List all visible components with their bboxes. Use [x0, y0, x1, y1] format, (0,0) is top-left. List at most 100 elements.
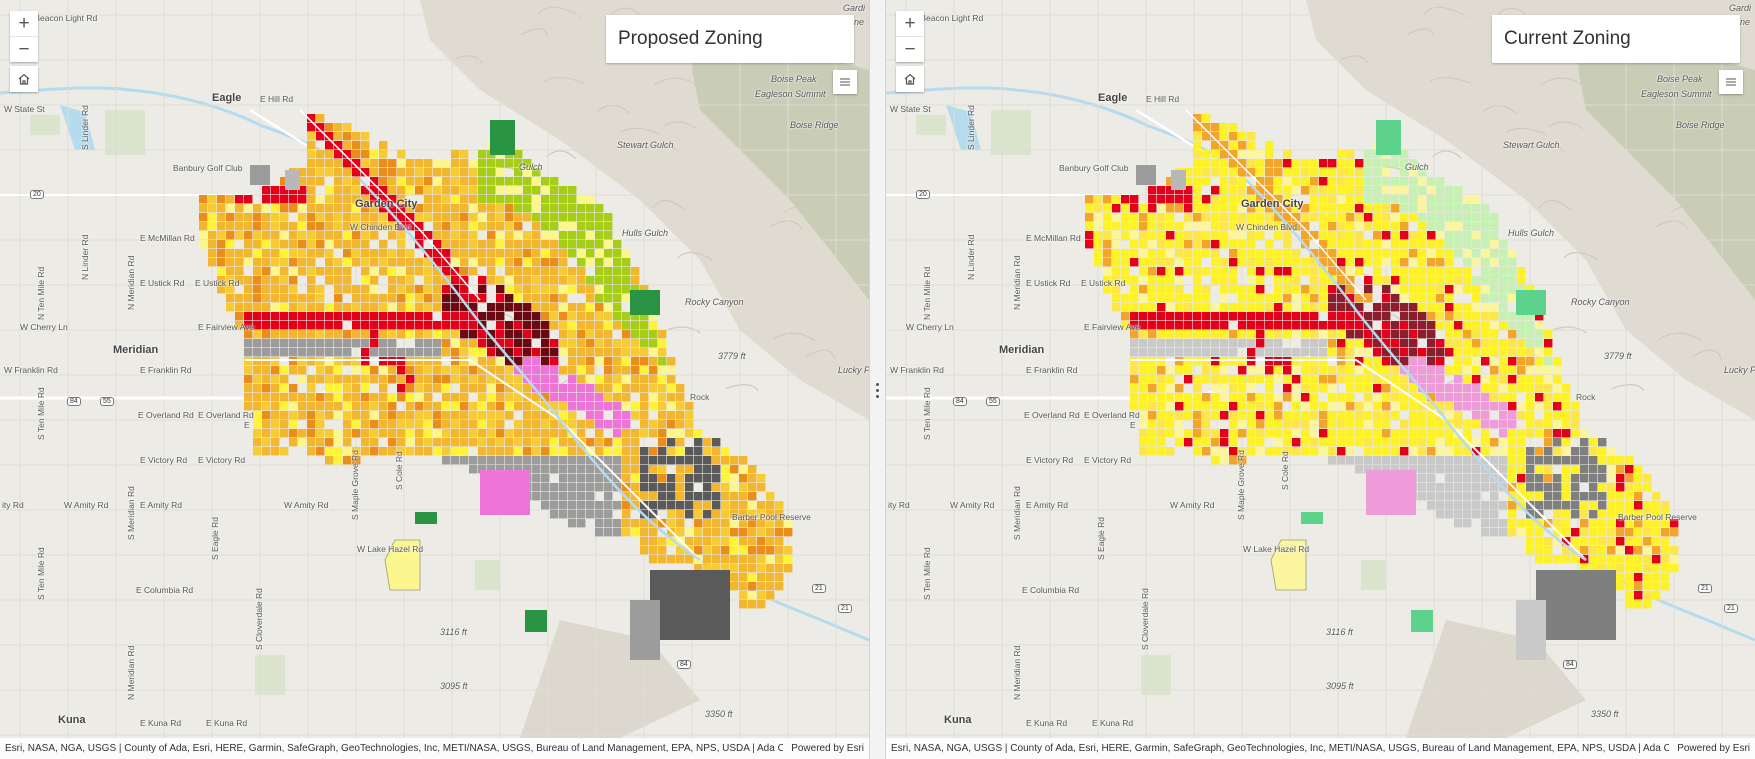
- zoom-in-button[interactable]: +: [18, 12, 30, 34]
- zoom-out-button[interactable]: −: [10, 36, 38, 62]
- zoning-parcel: [595, 528, 604, 537]
- zoning-parcel: [1364, 258, 1373, 267]
- zoning-parcel: [550, 249, 559, 258]
- zoning-parcel: [1310, 249, 1319, 258]
- home-button[interactable]: [896, 66, 924, 92]
- zoning-parcel: [1238, 177, 1247, 186]
- zoning-parcel: [577, 348, 586, 357]
- zoning-parcel: [604, 483, 613, 492]
- zoning-parcel: [1148, 294, 1157, 303]
- zoning-parcel: [1337, 240, 1346, 249]
- zoning-parcel: [1526, 474, 1535, 483]
- zoning-parcel: [388, 186, 397, 195]
- zoning-parcel: [352, 249, 361, 258]
- zoning-parcel: [685, 501, 694, 510]
- zoning-parcel: [352, 429, 361, 438]
- zoning-parcel: [289, 276, 298, 285]
- zoning-parcel: [505, 222, 514, 231]
- map-canvas-proposed[interactable]: [0, 0, 869, 738]
- zoom-out-button[interactable]: −: [896, 36, 924, 62]
- zoning-parcel: [1445, 456, 1454, 465]
- zoning-parcel: [496, 276, 505, 285]
- zoning-parcel: [1571, 483, 1580, 492]
- zoning-parcel: [1220, 123, 1229, 132]
- zoning-parcel: [514, 195, 523, 204]
- zoning-parcel: [469, 186, 478, 195]
- zoning-parcel: [658, 456, 667, 465]
- zoning-parcel: [217, 240, 226, 249]
- zoning-parcel: [757, 573, 766, 582]
- zoning-parcel: [1193, 321, 1202, 330]
- zoning-parcel: [307, 438, 316, 447]
- zoning-parcel: [1211, 168, 1220, 177]
- zoning-parcel: [307, 114, 316, 123]
- zoning-parcel: [487, 330, 496, 339]
- zoning-parcel: [442, 231, 451, 240]
- zoning-parcel: [640, 429, 649, 438]
- zoning-parcel: [1328, 321, 1337, 330]
- zoning-parcel: [271, 384, 280, 393]
- zoning-parcel: [1193, 231, 1202, 240]
- zoning-parcel: [316, 420, 325, 429]
- legend-button[interactable]: [1719, 70, 1743, 94]
- zoning-parcel: [1535, 420, 1544, 429]
- zoning-parcel: [739, 465, 748, 474]
- zoning-parcel: [1175, 285, 1184, 294]
- zoning-parcel: [379, 321, 388, 330]
- zoning-parcel: [1157, 384, 1166, 393]
- zoning-parcel: [1301, 303, 1310, 312]
- zoning-parcel: [1364, 330, 1373, 339]
- legend-button[interactable]: [833, 70, 857, 94]
- zoning-parcel: [775, 573, 784, 582]
- zoning-parcel: [352, 159, 361, 168]
- map-pane-current[interactable]: W Beacon Light Rd Eagle E Hill Rd W State S…: [886, 0, 1755, 759]
- zoning-parcel: [1139, 348, 1148, 357]
- zoning-parcel: [1148, 420, 1157, 429]
- zoning-parcel: [1301, 357, 1310, 366]
- zoning-parcel: [1436, 438, 1445, 447]
- zoning-parcel: [1391, 429, 1400, 438]
- swipe-divider[interactable]: [869, 0, 886, 759]
- map-pane-proposed[interactable]: W Beacon Light Rd Eagle E Hill Rd W State S…: [0, 0, 869, 759]
- zoning-parcel: [316, 303, 325, 312]
- zoning-parcel: [613, 501, 622, 510]
- zoning-parcel: [262, 384, 271, 393]
- zoning-parcel: [1436, 186, 1445, 195]
- zoning-parcel: [469, 321, 478, 330]
- zoning-parcel: [1481, 438, 1490, 447]
- powered-by-esri-link[interactable]: Powered by Esri: [791, 743, 864, 754]
- zoning-parcel: [1373, 348, 1382, 357]
- zoning-parcel: [1400, 204, 1409, 213]
- zoning-parcel: [352, 393, 361, 402]
- zoning-parcel: [1319, 375, 1328, 384]
- zoning-parcel: [1184, 168, 1193, 177]
- zoning-parcel: [262, 429, 271, 438]
- home-button[interactable]: [10, 66, 38, 92]
- map-label-fairview: E Fairview Ave: [1084, 322, 1141, 332]
- powered-by-esri-link[interactable]: Powered by Esri: [1677, 743, 1750, 754]
- map-canvas-current[interactable]: [886, 0, 1755, 738]
- zoning-parcel: [1454, 456, 1463, 465]
- zoning-parcel: [1391, 231, 1400, 240]
- zoning-parcel: [577, 357, 586, 366]
- zoom-in-button[interactable]: +: [904, 12, 916, 34]
- zoning-parcel: [1112, 303, 1121, 312]
- zoning-parcel: [1301, 429, 1310, 438]
- zoning-parcel: [406, 321, 415, 330]
- zoning-parcel: [397, 411, 406, 420]
- zoning-parcel: [415, 267, 424, 276]
- zoning-parcel: [1607, 537, 1616, 546]
- zoning-parcel: [1346, 213, 1355, 222]
- zoning-parcel: [1373, 429, 1382, 438]
- zoning-block-open-space: [630, 290, 660, 315]
- zoning-parcel: [289, 438, 298, 447]
- zoning-parcel: [1229, 132, 1238, 141]
- zoning-parcel: [1409, 258, 1418, 267]
- zoning-parcel: [1274, 159, 1283, 168]
- zoning-parcel: [1229, 141, 1238, 150]
- zoning-parcel: [586, 375, 595, 384]
- zoning-parcel: [1526, 411, 1535, 420]
- zoning-parcel: [406, 447, 415, 456]
- zoning-parcel: [559, 492, 568, 501]
- zoning-parcel: [442, 303, 451, 312]
